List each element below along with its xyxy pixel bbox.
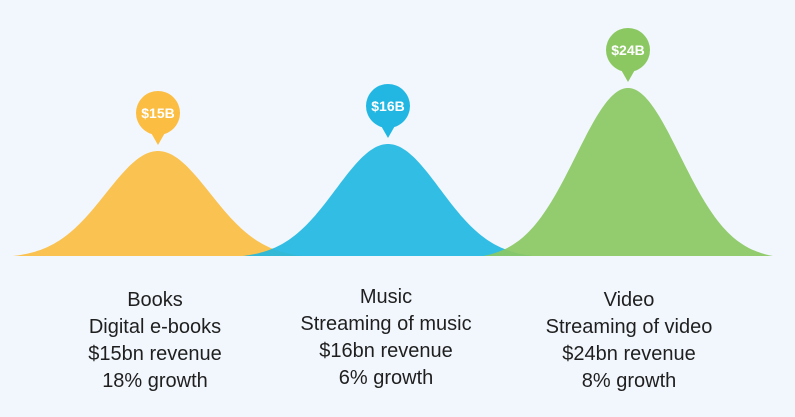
badge-circle [366,84,410,128]
area-music [243,144,533,256]
badge-circle [606,28,650,72]
badge-pointer [380,124,396,138]
area-books [13,151,303,256]
category-name: Books [127,289,183,311]
category-label-video: Video Streaming of video $24bn revenue 8… [509,287,749,395]
value-badge-music: $16B [366,84,410,138]
badge-circle [136,91,180,135]
category-revenue: $24bn revenue [562,343,696,365]
category-description: Streaming of video [545,316,713,338]
data-label: $16B [371,98,404,114]
category-label-music: Music Streaming of music $16bn revenue 6… [266,284,506,392]
category-growth: 8% growth [581,370,677,392]
category-growth: 6% growth [338,367,434,389]
value-badge-video: $24B [606,28,650,82]
area-video [483,88,773,256]
category-revenue: $16bn revenue [319,340,453,362]
category-revenue: $15bn revenue [88,343,222,365]
value-badge-books: $15B [136,91,180,145]
data-label: $15B [141,105,174,121]
category-name: Video [603,289,655,311]
category-growth: 18% growth [102,370,208,392]
category-description: Digital e-books [88,316,222,338]
category-label-books: Books Digital e-books $15bn revenue 18% … [35,287,275,395]
badge-pointer [620,68,636,82]
badge-pointer [150,131,166,145]
category-name: Music [359,286,413,308]
data-label: $24B [611,42,644,58]
category-description: Streaming of music [300,313,472,335]
